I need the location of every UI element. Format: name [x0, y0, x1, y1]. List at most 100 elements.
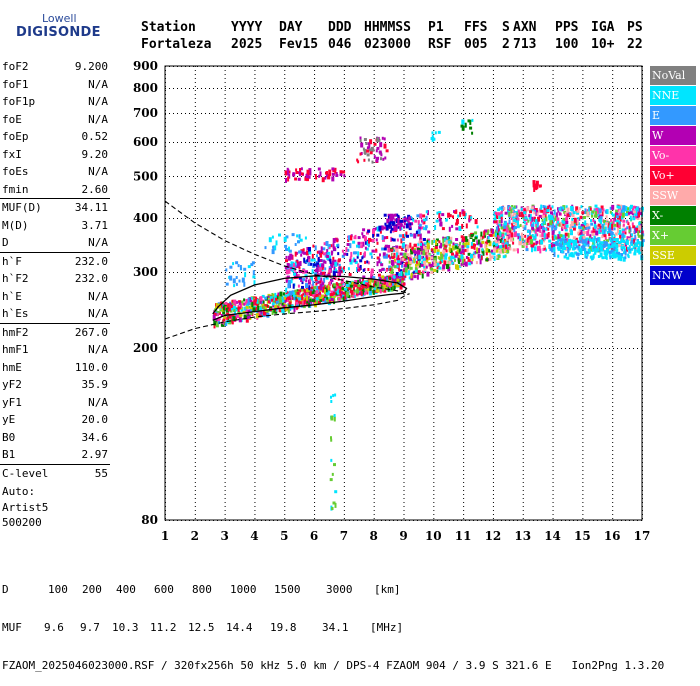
grid-dot	[523, 458, 524, 459]
grid-dot	[389, 142, 390, 143]
grid-dot	[582, 318, 583, 319]
grid-dot	[273, 218, 274, 219]
grid-dot	[404, 78, 405, 79]
grid-dot	[621, 113, 622, 114]
grid-dot	[195, 438, 196, 439]
grid-dot	[195, 246, 196, 247]
grid-dot	[374, 126, 375, 127]
echo-point	[430, 271, 433, 274]
grid-dot	[397, 113, 398, 114]
grid-dot	[433, 90, 434, 91]
grid-dot	[513, 142, 514, 143]
grid-dot	[612, 90, 613, 91]
grid-dot	[433, 490, 434, 491]
grid-dot	[553, 354, 554, 355]
echo-point	[455, 245, 457, 248]
echo-point	[332, 261, 334, 264]
grid-dot	[344, 342, 345, 343]
grid-dot	[463, 462, 464, 463]
grid-dot	[457, 113, 458, 114]
grid-dot	[195, 230, 196, 231]
grid-dot	[195, 354, 196, 355]
echo-point	[285, 259, 288, 262]
grid-dot	[374, 138, 375, 139]
grid-dot	[404, 418, 405, 419]
grid-dot	[314, 318, 315, 319]
grid-dot	[284, 194, 285, 195]
grid-dot	[612, 194, 613, 195]
grid-dot	[344, 274, 345, 275]
echo-point	[484, 243, 486, 248]
grid-dot	[493, 138, 494, 139]
grid-dot	[441, 272, 442, 273]
echo-point	[319, 267, 322, 272]
grid-dot	[523, 502, 524, 503]
grid-dot	[281, 142, 282, 143]
grid-dot	[537, 142, 538, 143]
grid-dot	[553, 118, 554, 119]
grid-dot	[493, 418, 494, 419]
grid-dot	[254, 390, 255, 391]
grid-dot	[523, 154, 524, 155]
grid-dot	[433, 154, 434, 155]
grid-dot	[284, 486, 285, 487]
echo-point	[298, 297, 301, 300]
grid-dot	[521, 113, 522, 114]
grid-dot	[217, 272, 218, 273]
grid-dot	[225, 474, 226, 475]
grid-dot	[433, 342, 434, 343]
grid-dot	[493, 362, 494, 363]
echo-point	[474, 231, 477, 234]
grid-dot	[374, 426, 375, 427]
grid-dot	[457, 218, 458, 219]
grid-dot	[225, 102, 226, 103]
grid-dot	[582, 406, 583, 407]
grid-dot	[523, 186, 524, 187]
grid-dot	[225, 482, 226, 483]
grid-dot	[553, 462, 554, 463]
grid-dot	[195, 294, 196, 295]
grid-dot	[261, 113, 262, 114]
echo-point	[333, 292, 335, 295]
grid-dot	[523, 146, 524, 147]
grid-dot	[404, 394, 405, 395]
echo-point	[446, 264, 449, 269]
grid-dot	[637, 272, 638, 273]
grid-dot	[305, 88, 306, 89]
grid-dot	[553, 202, 554, 203]
grid-dot	[582, 174, 583, 175]
grid-dot	[523, 386, 524, 387]
grid-dot	[197, 348, 198, 349]
grid-dot	[404, 122, 405, 123]
grid-dot	[344, 142, 345, 143]
grid-dot	[195, 358, 196, 359]
grid-dot	[441, 88, 442, 89]
grid-dot	[254, 506, 255, 507]
grid-dot	[325, 88, 326, 89]
grid-dot	[195, 418, 196, 419]
grid-dot	[197, 218, 198, 219]
grid-dot	[404, 406, 405, 407]
grid-dot	[553, 114, 554, 115]
grid-dot	[329, 142, 330, 143]
echo-point	[364, 292, 366, 295]
echo-point	[476, 261, 478, 264]
grid-dot	[404, 134, 405, 135]
echo-point	[413, 233, 416, 238]
grid-dot	[553, 506, 554, 507]
grid-dot	[195, 234, 196, 235]
grid-dot	[284, 458, 285, 459]
grid-dot	[284, 406, 285, 407]
grid-dot	[284, 198, 285, 199]
grid-dot	[374, 238, 375, 239]
grid-dot	[344, 506, 345, 507]
grid-dot	[254, 290, 255, 291]
grid-dot	[195, 494, 196, 495]
grid-dot	[389, 348, 390, 349]
echo-point	[359, 279, 361, 282]
grid-dot	[353, 348, 354, 349]
echo-point	[472, 258, 474, 261]
echo-point	[376, 238, 378, 241]
grid-dot	[314, 262, 315, 263]
grid-dot	[344, 510, 345, 511]
